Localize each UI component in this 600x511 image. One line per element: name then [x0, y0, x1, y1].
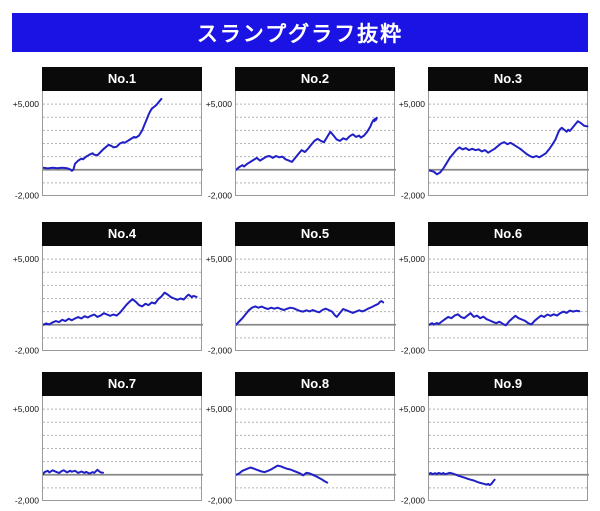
- y-axis-label-bottom: -2,000: [14, 344, 39, 355]
- chart-title: No.5: [235, 222, 395, 246]
- chart-title: No.8: [235, 372, 395, 396]
- y-axis-label-bottom: -2,000: [207, 494, 232, 505]
- title-banner: スランプグラフ抜粋: [12, 13, 588, 52]
- chart-panel: No.3 +5,000 -2,000: [399, 67, 589, 199]
- chart-title: No.2: [235, 67, 395, 91]
- slump-graph: [43, 258, 203, 339]
- slump-line: [429, 471, 496, 486]
- slump-line: [43, 97, 163, 172]
- y-axis-label-bottom: -2,000: [400, 189, 425, 200]
- slump-line: [429, 120, 589, 176]
- y-axis-label-bottom: -2,000: [14, 189, 39, 200]
- slump-graph: [236, 408, 396, 489]
- chart-title: No.7: [42, 372, 202, 396]
- slump-graph: [236, 258, 396, 339]
- y-axis-label-top: +5,000: [205, 403, 232, 414]
- chart-panel: No.2 +5,000 -2,000: [206, 67, 396, 199]
- chart-title: No.6: [428, 222, 588, 246]
- slump-graph: [236, 103, 396, 184]
- y-axis-label-top: +5,000: [205, 98, 232, 109]
- slump-graph: [429, 103, 589, 184]
- chart-title: No.3: [428, 67, 588, 91]
- slump-line: [43, 291, 198, 326]
- y-axis-label-bottom: -2,000: [14, 494, 39, 505]
- chart-panel: No.4 +5,000 -2,000: [13, 222, 203, 354]
- chart-panel: No.5 +5,000 -2,000: [206, 222, 396, 354]
- chart-panel: No.8 +5,000 -2,000: [206, 372, 396, 504]
- y-axis-label-top: +5,000: [12, 403, 39, 414]
- slump-line: [236, 116, 378, 171]
- y-axis-label-top: +5,000: [12, 253, 39, 264]
- y-axis-label-bottom: -2,000: [207, 344, 232, 355]
- y-axis-label-top: +5,000: [205, 253, 232, 264]
- slump-graph: [43, 97, 203, 184]
- y-axis-label-bottom: -2,000: [400, 494, 425, 505]
- y-axis-label-top: +5,000: [398, 403, 425, 414]
- slump-graph: [43, 408, 203, 489]
- page-title: スランプグラフ抜粋: [196, 22, 404, 46]
- slump-line: [429, 309, 581, 327]
- chart-panel: No.9 +5,000 -2,000: [399, 372, 589, 504]
- slump-graph: [429, 408, 589, 489]
- y-axis-label-top: +5,000: [398, 253, 425, 264]
- y-axis-label-bottom: -2,000: [400, 344, 425, 355]
- y-axis-label-top: +5,000: [12, 98, 39, 109]
- chart-title: No.4: [42, 222, 202, 246]
- chart-panel: No.7 +5,000 -2,000: [13, 372, 203, 504]
- chart-panel: No.1 +5,000 -2,000: [13, 67, 203, 199]
- slump-line: [43, 468, 104, 476]
- chart-panel: No.6 +5,000 -2,000: [399, 222, 589, 354]
- slump-graph: [429, 258, 589, 339]
- chart-title: No.9: [428, 372, 588, 396]
- y-axis-label-bottom: -2,000: [207, 189, 232, 200]
- slump-line: [236, 464, 329, 484]
- y-axis-label-top: +5,000: [398, 98, 425, 109]
- slump-line: [236, 300, 385, 326]
- chart-title: No.1: [42, 67, 202, 91]
